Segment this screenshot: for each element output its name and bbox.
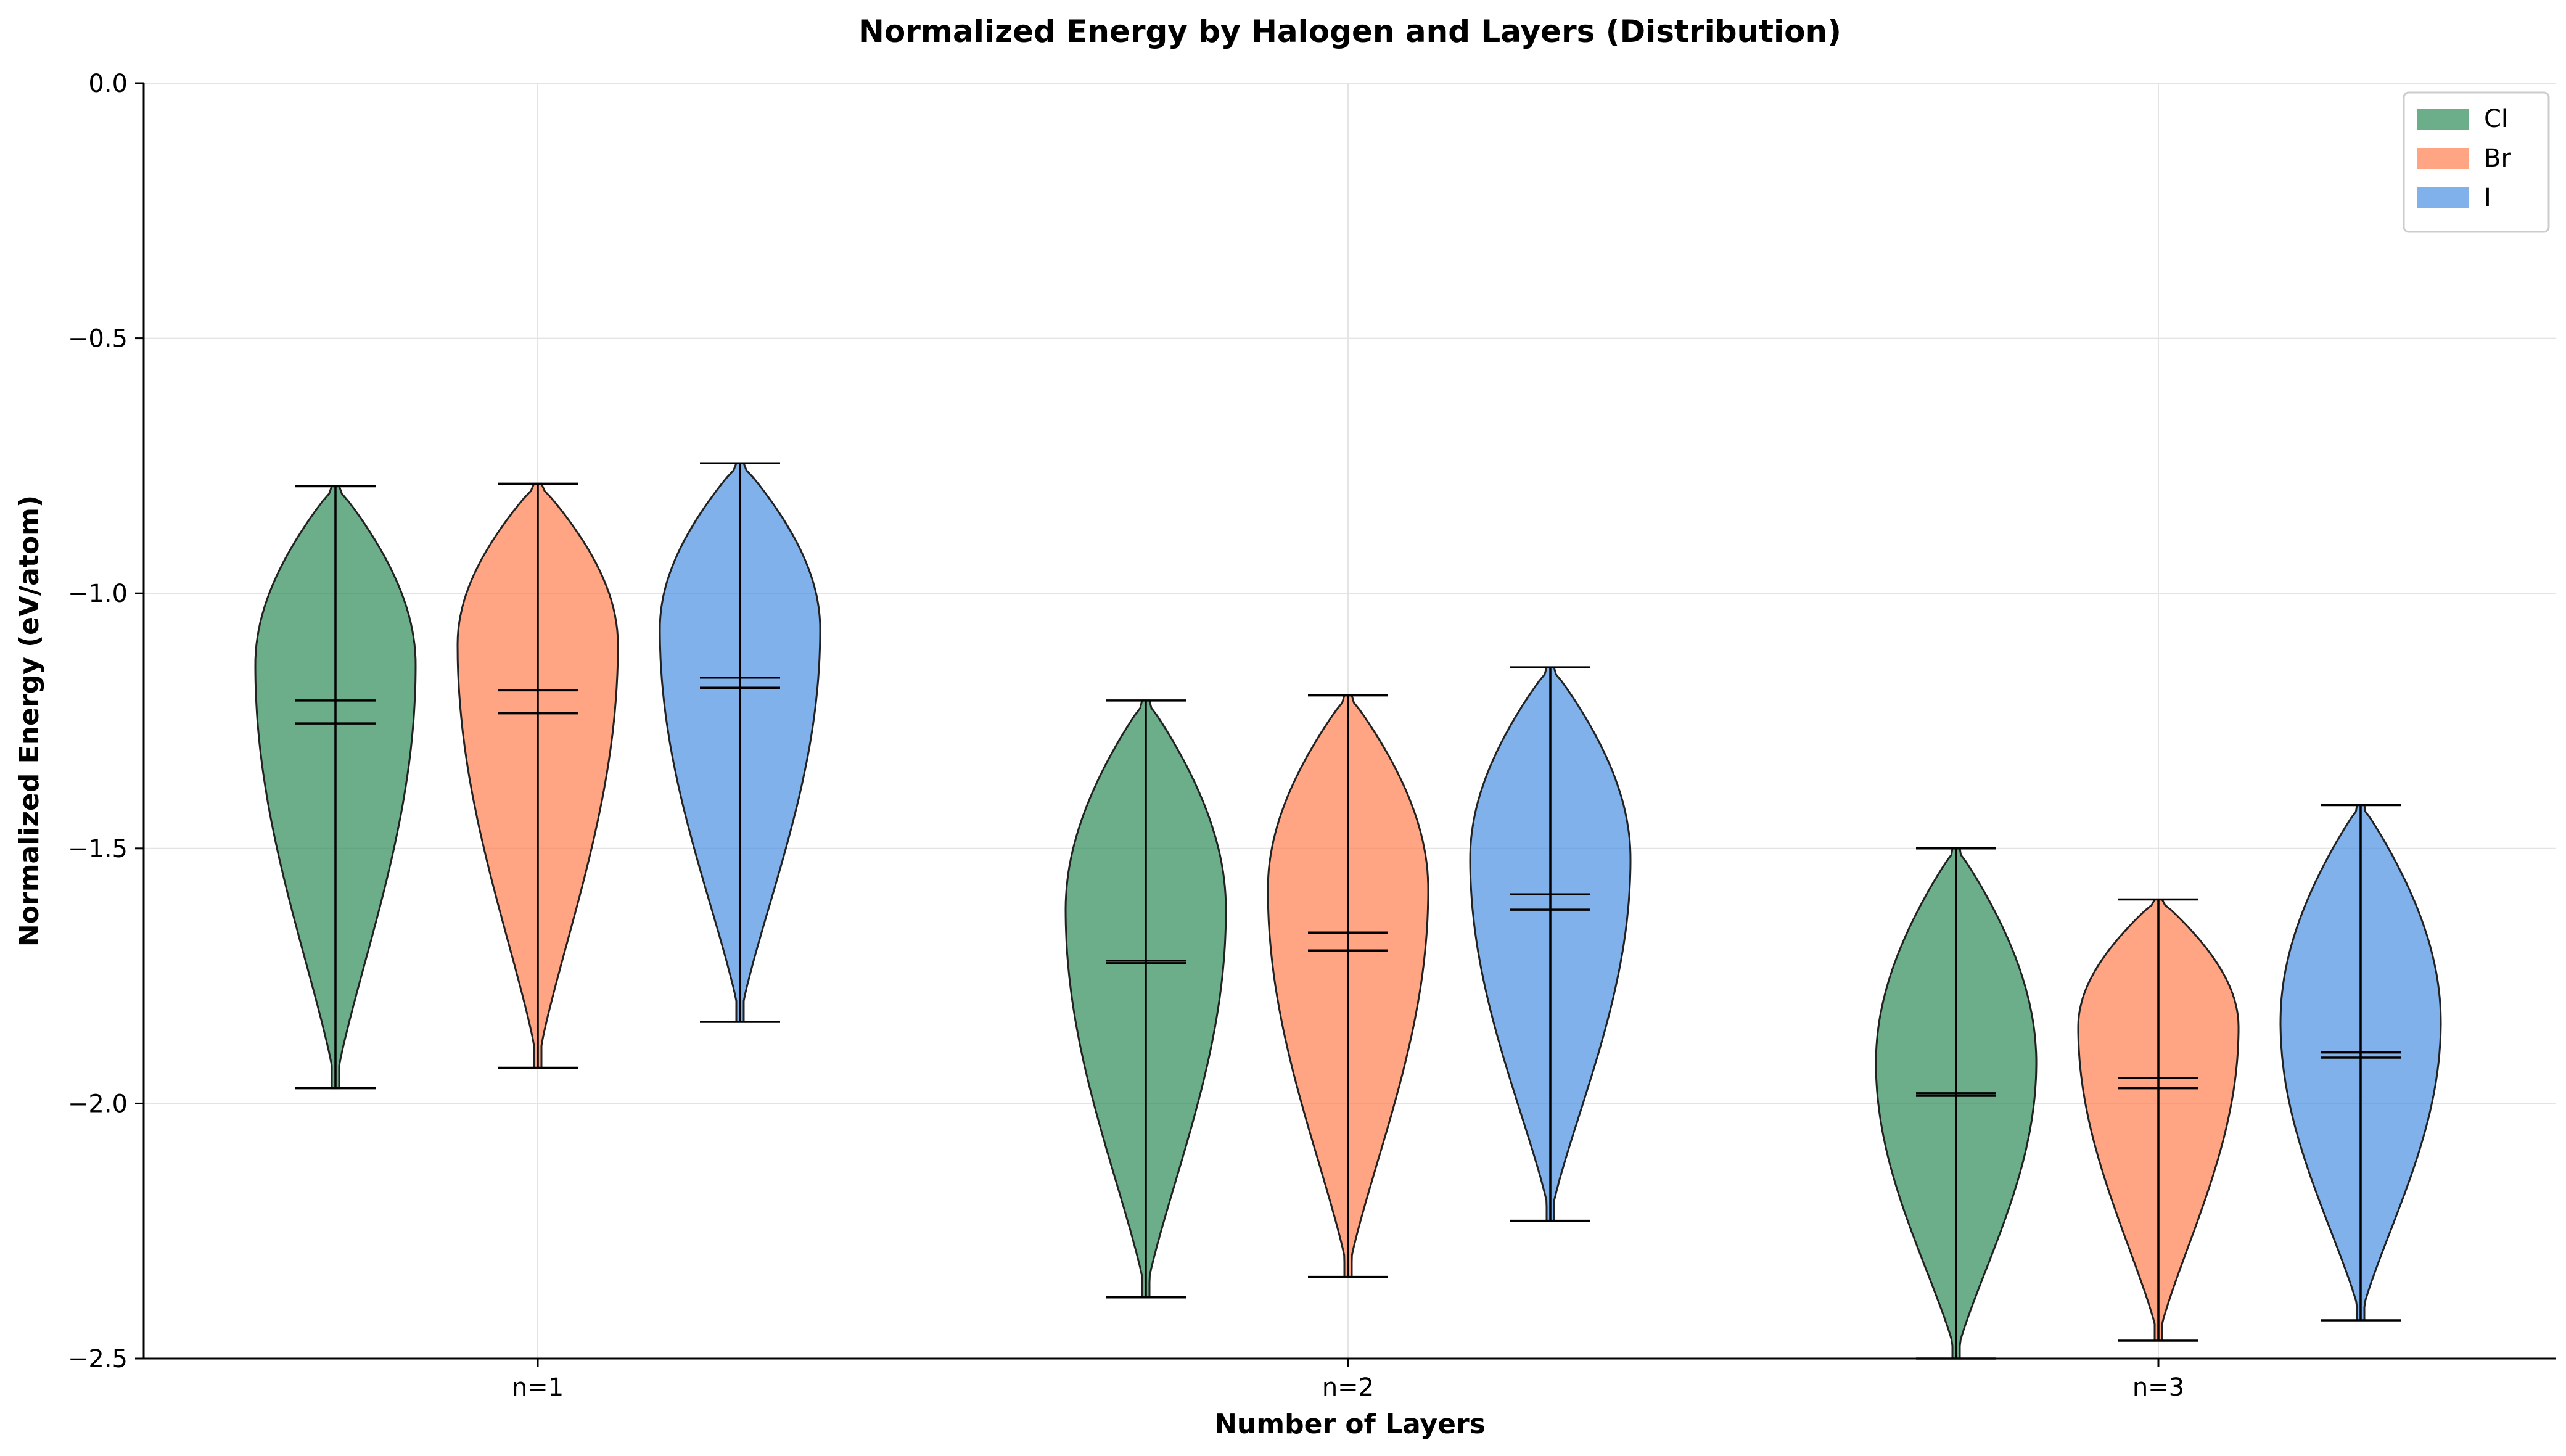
legend-label-i: I <box>2484 184 2491 212</box>
y-tick-label: 0.0 <box>88 70 128 98</box>
legend-swatch-cl <box>2417 109 2469 130</box>
violin-i-n=2 <box>1469 666 1632 1222</box>
violin-cl-n=1 <box>254 485 417 1090</box>
y-tick-label: −1.5 <box>68 835 128 863</box>
legend-swatch-br <box>2417 148 2469 169</box>
axes <box>142 83 2556 1360</box>
legend: Cl Br I <box>2403 91 2550 233</box>
series-cl <box>254 485 2038 1360</box>
violin-br-n=1 <box>456 482 619 1069</box>
y-tick-label: −0.5 <box>68 325 128 353</box>
legend-swatch-i <box>2417 187 2469 208</box>
violin-i-n=3 <box>2279 804 2442 1322</box>
y-tick-label: −2.0 <box>68 1090 128 1118</box>
violins <box>254 462 2442 1360</box>
legend-label-br: Br <box>2484 144 2511 173</box>
legend-label-cl: Cl <box>2484 105 2508 133</box>
violin-cl-n=2 <box>1064 699 1227 1299</box>
x-tick-label: n=3 <box>2132 1373 2184 1402</box>
violin-br-n=2 <box>1267 694 1429 1278</box>
y-tick-label: −2.5 <box>68 1345 128 1373</box>
violin-br-n=3 <box>2077 898 2240 1342</box>
y-axis-label: Normalized Energy (eV/atom) <box>14 495 45 947</box>
chart-title: Normalized Energy by Halogen and Layers … <box>858 14 1841 49</box>
y-tick-label: −1.0 <box>68 580 128 608</box>
x-tick-label: n=1 <box>512 1373 564 1402</box>
violin-i-n=1 <box>659 462 821 1023</box>
series-br <box>456 482 2240 1342</box>
x-tick-label: n=2 <box>1322 1373 1374 1402</box>
x-axis-label: Number of Layers <box>1214 1409 1486 1440</box>
violin-cl-n=3 <box>1875 847 2038 1360</box>
ticks: 0.0 −0.5 −1.0 −1.5 −2.0 −2.5 n=1 n=2 n=3 <box>68 70 2184 1402</box>
series-i <box>659 462 2442 1322</box>
